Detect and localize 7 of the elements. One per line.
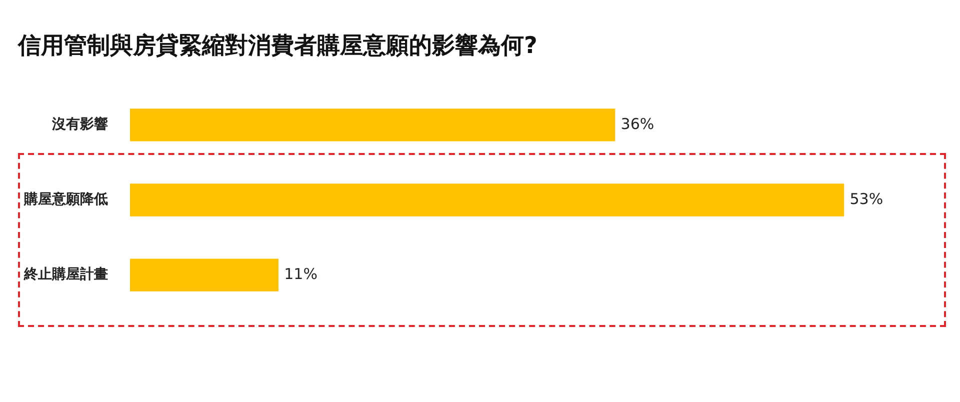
data-label: 53% <box>850 190 884 208</box>
y-tick-label: 購屋意願降低 <box>23 190 108 208</box>
chart-title: 信用管制與房貸緊縮對消費者購屋意願的影響為何? <box>18 32 538 61</box>
y-tick-label: 沒有影響 <box>51 116 108 133</box>
data-label: 11% <box>284 264 318 283</box>
y-tick-label: 終止購屋計畫 <box>23 266 108 283</box>
data-label: 36% <box>620 114 654 133</box>
